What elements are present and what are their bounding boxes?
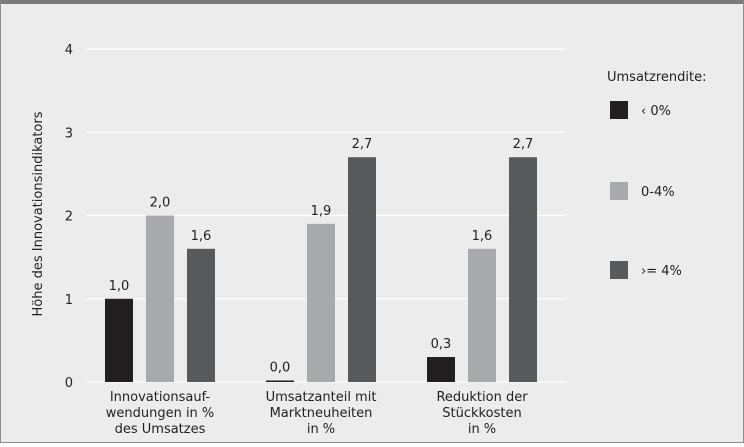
category-labels: Innovationsauf-wendungen in %des Umsatze…	[106, 390, 528, 437]
bar-value-label: 1,0	[109, 279, 130, 294]
category-label: in %	[468, 422, 496, 437]
y-tick-labels: 0 1 2 3 4	[65, 43, 73, 391]
bar	[468, 248, 496, 382]
category-label: Marktneuheiten	[270, 406, 373, 421]
y-axis-title: Höhe des Innovationsindikators	[31, 111, 46, 316]
category-label: Reduktion der	[436, 390, 528, 405]
bar	[427, 357, 455, 382]
legend-swatch	[610, 182, 628, 200]
bar-value-label: 1,6	[472, 229, 493, 244]
legend-entry: ›= 4%	[641, 264, 682, 279]
bar	[307, 223, 335, 382]
y-tick-label: 4	[65, 43, 73, 58]
bar-value-label: 2,7	[352, 137, 373, 152]
bar-value-label: 0,3	[431, 337, 452, 352]
bar	[266, 380, 294, 382]
bar	[105, 298, 133, 382]
legend-swatch	[610, 261, 628, 279]
category-label: in %	[307, 422, 335, 437]
bar-value-label: 0,0	[270, 361, 291, 376]
bar-value-label: 2,0	[150, 196, 171, 211]
category-label: Umsatzanteil mit	[266, 390, 377, 405]
bar-chart: 1,0 2,0 1,6 0,0 1,9 2,7 0,3 1,6 2,7 0 1 2 3 4 Innova…	[31, 43, 706, 437]
category-label: des Umsatzes	[115, 422, 206, 437]
bar	[146, 215, 174, 382]
legend-title: Umsatzrendite:	[607, 70, 706, 85]
legend-entry: ‹ 0%	[641, 104, 671, 119]
y-tick-label: 0	[65, 376, 73, 391]
bar	[187, 248, 215, 382]
bar	[348, 157, 376, 382]
legend: Umsatzrendite: ‹ 0% 0-4% ›= 4%	[607, 70, 706, 279]
y-tick-label: 1	[65, 293, 73, 308]
y-tick-label: 2	[65, 210, 73, 225]
bar-value-label: 1,6	[191, 229, 212, 244]
category-label: Innovationsauf-	[110, 390, 211, 405]
bar-value-label: 1,9	[311, 204, 332, 219]
legend-swatch	[610, 101, 628, 119]
bars	[105, 157, 537, 382]
bar-value-label: 2,7	[513, 137, 534, 152]
value-labels: 1,0 2,0 1,6 0,0 1,9 2,7 0,3 1,6 2,7	[109, 137, 534, 375]
y-tick-label: 3	[65, 126, 73, 141]
category-label: wendungen in %	[106, 406, 215, 421]
legend-entry: 0-4%	[641, 185, 675, 200]
category-label: Stückkosten	[442, 406, 521, 421]
bar	[509, 157, 537, 382]
